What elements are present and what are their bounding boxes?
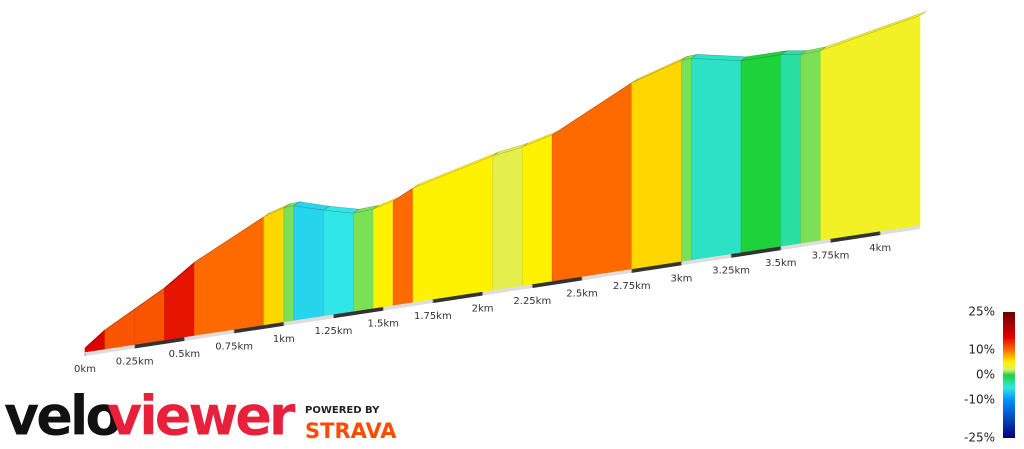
ruler-dash [532,276,583,288]
segment [800,50,821,244]
x-tick-label: 0.75km [215,341,253,352]
segment [522,134,553,286]
segment-top [820,11,927,51]
segment [392,187,414,306]
ruler-dash [333,306,384,319]
x-tick-label: 3km [670,273,692,284]
strava: STRAVA [305,419,397,443]
segment [104,308,136,350]
profile: 0km 0.25km 0.5km 0.75km 1km 1.25km 1.5km 1.75km… [74,11,927,375]
segment [353,208,374,312]
colorbar-label: 0% [976,368,995,382]
powered-by: POWERED BY [305,405,380,416]
x-tick-label: 3.5km [765,258,796,269]
ruler-dash [830,231,881,243]
ruler-dash [730,246,782,258]
x-tick-label: 3.25km [712,266,750,277]
logo-viewer: viewer [107,385,296,448]
x-tick-label: 2.5km [566,288,597,299]
x-tick-label: 2km [472,304,494,315]
x-tick-label: 0km [74,364,96,375]
segment [740,54,782,253]
x-tick-label: 0.25km [116,356,154,367]
colorbar-label: 25% [968,305,995,319]
x-tick-label: 3.75km [812,251,850,262]
logo-velo: velo [4,385,120,448]
segment [293,205,324,321]
segment [631,59,682,270]
x-tick-label: 1km [273,334,295,345]
colorbar [1003,312,1015,438]
x-tick-label: 4km [869,243,891,254]
segment [780,54,802,247]
segment [134,287,165,345]
colorbar-label: 10% [968,342,995,356]
segment [283,205,295,323]
segment [194,216,265,336]
segment [263,207,285,326]
x-tick-label: 2.75km [613,281,651,292]
x-tick-label: 2.25km [513,296,551,307]
segment [164,261,195,341]
segment [492,146,523,291]
colorbar-label: -25% [964,431,995,445]
colorbar-label: -10% [964,393,995,407]
ruler-dash [134,336,185,349]
segment [323,209,354,317]
segment [820,15,921,241]
segment [691,57,742,261]
ruler-dash [631,261,682,273]
x-tick-label: 1.75km [414,311,452,322]
logo: velo viewer POWERED BY STRAVA [4,385,397,448]
x-tick-label: 1.5km [367,319,398,330]
segment [551,82,633,282]
segment [681,57,692,262]
x-tick-label: 1.25km [315,326,353,337]
ruler-dash [432,291,483,304]
segment [372,200,394,309]
ruler-dash [233,321,285,334]
segment [412,155,493,303]
x-tick-label: 0.5km [169,349,200,360]
